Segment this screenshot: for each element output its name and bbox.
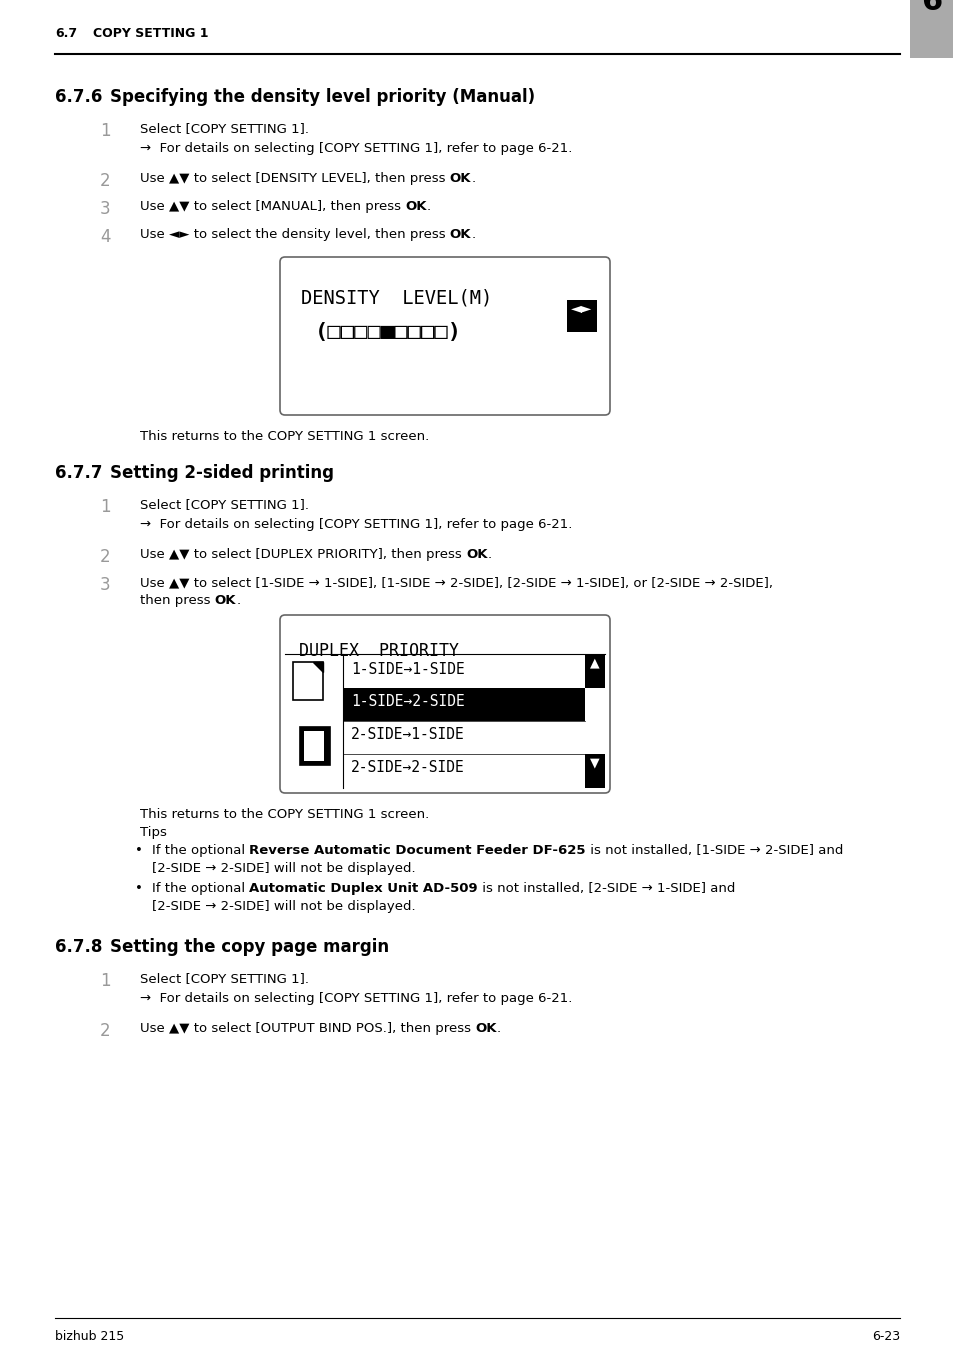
Text: [2-SIDE → 2-SIDE] will not be displayed.: [2-SIDE → 2-SIDE] will not be displayed. — [152, 862, 416, 875]
Text: 6.7.6: 6.7.6 — [55, 88, 102, 105]
Text: OK: OK — [214, 594, 236, 607]
Text: COPY SETTING 1: COPY SETTING 1 — [92, 27, 209, 41]
Text: .: . — [426, 200, 431, 213]
Text: DENSITY  LEVEL(M): DENSITY LEVEL(M) — [301, 288, 492, 307]
Text: This returns to the COPY SETTING 1 screen.: This returns to the COPY SETTING 1 scree… — [140, 430, 429, 443]
Text: OK: OK — [465, 549, 487, 561]
Text: then press: then press — [140, 594, 214, 607]
Text: Use ▲▼ to select [DENSITY LEVEL], then press: Use ▲▼ to select [DENSITY LEVEL], then p… — [140, 172, 449, 185]
Text: 1-SIDE→1-SIDE: 1-SIDE→1-SIDE — [351, 662, 464, 677]
Text: 3: 3 — [100, 576, 111, 594]
Text: Tips: Tips — [140, 825, 167, 839]
Text: OK: OK — [449, 172, 471, 185]
Text: Use ◄► to select the density level, then press: Use ◄► to select the density level, then… — [140, 228, 450, 240]
Text: DUPLEX  PRIORITY: DUPLEX PRIORITY — [298, 642, 458, 661]
Text: 6: 6 — [921, 0, 942, 16]
Text: .: . — [471, 172, 475, 185]
Text: .: . — [487, 549, 491, 561]
Text: Setting 2-sided printing: Setting 2-sided printing — [110, 463, 334, 482]
Text: •: • — [135, 844, 143, 857]
Text: 2: 2 — [100, 1021, 111, 1040]
Text: →  For details on selecting [COPY SETTING 1], refer to page 6-21.: → For details on selecting [COPY SETTING… — [140, 517, 572, 531]
Text: 4: 4 — [100, 228, 111, 246]
Text: 1-SIDE→2-SIDE: 1-SIDE→2-SIDE — [351, 694, 464, 709]
Text: 2: 2 — [100, 549, 111, 566]
Bar — [584, 754, 604, 788]
Text: 6.7.8: 6.7.8 — [55, 938, 102, 957]
Text: ◄►: ◄► — [571, 301, 592, 315]
Text: Use ▲▼ to select [DUPLEX PRIORITY], then press: Use ▲▼ to select [DUPLEX PRIORITY], then… — [140, 549, 465, 561]
Bar — [909, 0, 953, 58]
Text: 2: 2 — [100, 172, 111, 190]
Text: Select [COPY SETTING 1].: Select [COPY SETTING 1]. — [140, 122, 309, 135]
Text: 1: 1 — [100, 971, 111, 990]
Bar — [304, 731, 324, 761]
Text: ▼: ▼ — [590, 757, 599, 769]
Text: OK: OK — [450, 228, 471, 240]
Text: 1: 1 — [100, 499, 111, 516]
Bar — [566, 300, 597, 332]
Text: →  For details on selecting [COPY SETTING 1], refer to page 6-21.: → For details on selecting [COPY SETTING… — [140, 992, 572, 1005]
Bar — [343, 688, 584, 721]
Text: 3: 3 — [100, 200, 111, 218]
Text: If the optional: If the optional — [152, 882, 249, 894]
Text: 2-SIDE→1-SIDE: 2-SIDE→1-SIDE — [351, 727, 464, 742]
Text: Use ▲▼ to select [OUTPUT BIND POS.], then press: Use ▲▼ to select [OUTPUT BIND POS.], the… — [140, 1021, 475, 1035]
Text: 6.7: 6.7 — [55, 27, 77, 41]
Text: →  For details on selecting [COPY SETTING 1], refer to page 6-21.: → For details on selecting [COPY SETTING… — [140, 142, 572, 155]
Text: 2-SIDE→2-SIDE: 2-SIDE→2-SIDE — [351, 761, 464, 775]
Text: This returns to the COPY SETTING 1 screen.: This returns to the COPY SETTING 1 scree… — [140, 808, 429, 821]
Text: Use ▲▼ to select [1-SIDE → 1-SIDE], [1-SIDE → 2-SIDE], [2-SIDE → 1-SIDE], or [2-: Use ▲▼ to select [1-SIDE → 1-SIDE], [1-S… — [140, 576, 772, 589]
Text: Automatic Duplex Unit AD-509: Automatic Duplex Unit AD-509 — [249, 882, 477, 894]
FancyBboxPatch shape — [280, 257, 609, 415]
Text: is not installed, [1-SIDE → 2-SIDE] and: is not installed, [1-SIDE → 2-SIDE] and — [585, 844, 842, 857]
Text: ▲: ▲ — [590, 657, 599, 669]
Text: bizhub 215: bizhub 215 — [55, 1329, 124, 1343]
Text: 6-23: 6-23 — [871, 1329, 899, 1343]
Text: Specifying the density level priority (Manual): Specifying the density level priority (M… — [110, 88, 535, 105]
FancyBboxPatch shape — [280, 615, 609, 793]
Text: Select [COPY SETTING 1].: Select [COPY SETTING 1]. — [140, 971, 309, 985]
Text: .: . — [497, 1021, 500, 1035]
Text: Select [COPY SETTING 1].: Select [COPY SETTING 1]. — [140, 499, 309, 511]
Text: OK: OK — [475, 1021, 497, 1035]
Text: If the optional: If the optional — [152, 844, 249, 857]
Polygon shape — [313, 662, 323, 671]
Bar — [584, 654, 604, 688]
Text: is not installed, [2-SIDE → 1-SIDE] and: is not installed, [2-SIDE → 1-SIDE] and — [477, 882, 735, 894]
Bar — [293, 662, 323, 700]
Text: .: . — [236, 594, 240, 607]
Text: 6.7.7: 6.7.7 — [55, 463, 102, 482]
Text: •: • — [135, 882, 143, 894]
Text: [2-SIDE → 2-SIDE] will not be displayed.: [2-SIDE → 2-SIDE] will not be displayed. — [152, 900, 416, 913]
Text: Use ▲▼ to select [MANUAL], then press: Use ▲▼ to select [MANUAL], then press — [140, 200, 405, 213]
Bar — [299, 727, 330, 765]
Text: OK: OK — [405, 200, 426, 213]
Text: 1: 1 — [100, 122, 111, 141]
Text: (□□□□■□□□□): (□□□□■□□□□) — [314, 322, 461, 342]
Text: Reverse Automatic Document Feeder DF-625: Reverse Automatic Document Feeder DF-625 — [249, 844, 585, 857]
Text: .: . — [471, 228, 475, 240]
Text: Setting the copy page margin: Setting the copy page margin — [110, 938, 389, 957]
